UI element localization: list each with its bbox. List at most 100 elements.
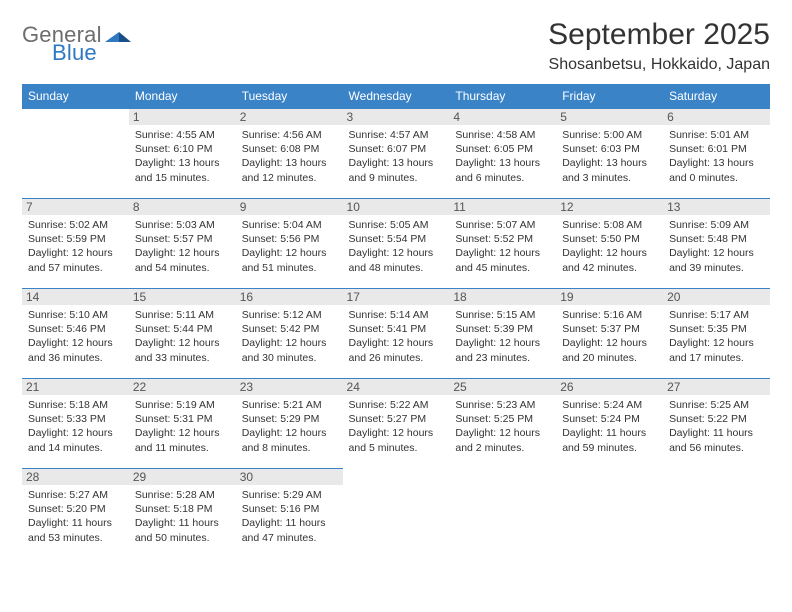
calendar-cell: 15 Sunrise: 5:11 AMSunset: 5:44 PMDayligh… <box>129 288 236 378</box>
daylight-line: Daylight: 11 hours and 50 minutes. <box>135 516 230 544</box>
day-info: Sunrise: 5:29 AMSunset: 5:16 PMDaylight:… <box>242 488 337 545</box>
sunrise-line: Sunrise: 5:07 AM <box>455 218 550 232</box>
day-info: Sunrise: 5:11 AMSunset: 5:44 PMDaylight:… <box>135 308 230 365</box>
day-info: Sunrise: 5:23 AMSunset: 5:25 PMDaylight:… <box>455 398 550 455</box>
calendar-week-row: 14Sunrise: 5:10 AMSunset: 5:46 PMDayligh… <box>22 288 770 378</box>
sunset-line: Sunset: 5:16 PM <box>242 502 337 516</box>
calendar-cell: 12Sunrise: 5:08 AMSunset: 5:50 PMDayligh… <box>556 198 663 288</box>
daylight-line: Daylight: 12 hours and 45 minutes. <box>455 246 550 274</box>
day-number: 19 <box>556 289 663 305</box>
weekday-header: Monday <box>129 84 236 108</box>
sunrise-line: Sunrise: 5:02 AM <box>28 218 123 232</box>
sunset-line: Sunset: 5:18 PM <box>135 502 230 516</box>
calendar-cell: 23Sunrise: 5:21 AMSunset: 5:29 PMDayligh… <box>236 378 343 468</box>
daylight-line: Daylight: 12 hours and 57 minutes. <box>28 246 123 274</box>
daylight-line: Daylight: 11 hours and 56 minutes. <box>669 426 764 454</box>
daylight-line: Daylight: 12 hours and 23 minutes. <box>455 336 550 364</box>
sunset-line: Sunset: 6:01 PM <box>669 142 764 156</box>
calendar-cell: 3Sunrise: 4:57 AMSunset: 6:07 PMDaylight… <box>343 108 450 198</box>
sunrise-line: Sunrise: 5:23 AM <box>455 398 550 412</box>
sunrise-line: Sunrise: 4:58 AM <box>455 128 550 142</box>
day-number: 15 <box>129 289 236 305</box>
weekday-header-row: Sunday Monday Tuesday Wednesday Thursday… <box>22 84 770 108</box>
day-info: Sunrise: 5:09 AMSunset: 5:48 PMDaylight:… <box>669 218 764 275</box>
day-number: 26 <box>556 379 663 395</box>
daylight-line: Daylight: 12 hours and 17 minutes. <box>669 336 764 364</box>
sunset-line: Sunset: 5:35 PM <box>669 322 764 336</box>
sunset-line: Sunset: 5:33 PM <box>28 412 123 426</box>
day-info: Sunrise: 5:18 AMSunset: 5:33 PMDaylight:… <box>28 398 123 455</box>
calendar-cell: 16Sunrise: 5:12 AMSunset: 5:42 PMDayligh… <box>236 288 343 378</box>
day-info: Sunrise: 5:24 AMSunset: 5:24 PMDaylight:… <box>562 398 657 455</box>
daylight-line: Daylight: 13 hours and 3 minutes. <box>562 156 657 184</box>
day-info: Sunrise: 4:56 AMSunset: 6:08 PMDaylight:… <box>242 128 337 185</box>
day-number: 13 <box>663 199 770 215</box>
daylight-line: Daylight: 12 hours and 39 minutes. <box>669 246 764 274</box>
weekday-header: Thursday <box>449 84 556 108</box>
day-info: Sunrise: 5:21 AMSunset: 5:29 PMDaylight:… <box>242 398 337 455</box>
weekday-header: Friday <box>556 84 663 108</box>
weekday-header: Sunday <box>22 84 129 108</box>
daylight-line: Daylight: 13 hours and 12 minutes. <box>242 156 337 184</box>
calendar-cell: 1Sunrise: 4:55 AMSunset: 6:10 PMDaylight… <box>129 108 236 198</box>
daylight-line: Daylight: 12 hours and 30 minutes. <box>242 336 337 364</box>
day-info: Sunrise: 4:57 AMSunset: 6:07 PMDaylight:… <box>349 128 444 185</box>
sunrise-line: Sunrise: 5:10 AM <box>28 308 123 322</box>
day-number: 9 <box>236 199 343 215</box>
calendar-cell: 10 Sunrise: 5:05 AMSunset: 5:54 PMDayligh… <box>343 198 450 288</box>
daylight-line: Daylight: 12 hours and 51 minutes. <box>242 246 337 274</box>
calendar-cell: 8Sunrise: 5:03 AMSunset: 5:57 PMDaylight… <box>129 198 236 288</box>
daylight-line: Daylight: 12 hours and 20 minutes. <box>562 336 657 364</box>
sunrise-line: Sunrise: 5:16 AM <box>562 308 657 322</box>
daylight-line: Daylight: 12 hours and 48 minutes. <box>349 246 444 274</box>
day-info: Sunrise: 5:04 AMSunset: 5:56 PMDaylight:… <box>242 218 337 275</box>
day-info: Sunrise: 5:14 AMSunset: 5:41 PMDaylight:… <box>349 308 444 365</box>
day-info: Sunrise: 5:17 AMSunset: 5:35 PMDaylight:… <box>669 308 764 365</box>
day-info: Sunrise: 5:05 AMSunset: 5:54 PMDaylight:… <box>349 218 444 275</box>
day-number: 30 <box>236 469 343 485</box>
day-info: Sunrise: 5:07 AMSunset: 5:52 PMDaylight:… <box>455 218 550 275</box>
sunrise-line: Sunrise: 5:24 AM <box>562 398 657 412</box>
sunset-line: Sunset: 6:10 PM <box>135 142 230 156</box>
day-number: 25 <box>449 379 556 395</box>
sunset-line: Sunset: 5:24 PM <box>562 412 657 426</box>
sunset-line: Sunset: 5:37 PM <box>562 322 657 336</box>
calendar-week-row: 7Sunrise: 5:02 AMSunset: 5:59 PMDaylight… <box>22 198 770 288</box>
day-number: 12 <box>556 199 663 215</box>
daylight-line: Daylight: 12 hours and 33 minutes. <box>135 336 230 364</box>
sunrise-line: Sunrise: 5:18 AM <box>28 398 123 412</box>
sunrise-line: Sunrise: 5:01 AM <box>669 128 764 142</box>
day-info: Sunrise: 5:27 AMSunset: 5:20 PMDaylight:… <box>28 488 123 545</box>
day-info: Sunrise: 5:10 AMSunset: 5:46 PMDaylight:… <box>28 308 123 365</box>
daylight-line: Daylight: 13 hours and 6 minutes. <box>455 156 550 184</box>
sunrise-line: Sunrise: 5:25 AM <box>669 398 764 412</box>
day-number: 20 <box>663 289 770 305</box>
calendar-cell <box>22 108 129 198</box>
calendar-cell: 18Sunrise: 5:15 AMSunset: 5:39 PMDayligh… <box>449 288 556 378</box>
sunrise-line: Sunrise: 5:21 AM <box>242 398 337 412</box>
day-number: 10 <box>343 199 450 215</box>
day-number: 22 <box>129 379 236 395</box>
calendar-cell: 21Sunrise: 5:18 AMSunset: 5:33 PMDayligh… <box>22 378 129 468</box>
sunset-line: Sunset: 5:56 PM <box>242 232 337 246</box>
daylight-line: Daylight: 12 hours and 26 minutes. <box>349 336 444 364</box>
daylight-line: Daylight: 12 hours and 2 minutes. <box>455 426 550 454</box>
day-number: 28 <box>22 469 129 485</box>
daylight-line: Daylight: 12 hours and 8 minutes. <box>242 426 337 454</box>
day-number: 24 <box>343 379 450 395</box>
calendar-week-row: 21Sunrise: 5:18 AMSunset: 5:33 PMDayligh… <box>22 378 770 468</box>
sunrise-line: Sunrise: 5:15 AM <box>455 308 550 322</box>
sunset-line: Sunset: 6:07 PM <box>349 142 444 156</box>
sunset-line: Sunset: 6:05 PM <box>455 142 550 156</box>
sunset-line: Sunset: 5:39 PM <box>455 322 550 336</box>
sunset-line: Sunset: 5:42 PM <box>242 322 337 336</box>
calendar-cell: 24Sunrise: 5:22 AMSunset: 5:27 PMDayligh… <box>343 378 450 468</box>
day-info: Sunrise: 5:03 AMSunset: 5:57 PMDaylight:… <box>135 218 230 275</box>
daylight-line: Daylight: 12 hours and 5 minutes. <box>349 426 444 454</box>
sunrise-line: Sunrise: 5:04 AM <box>242 218 337 232</box>
sunrise-line: Sunrise: 5:08 AM <box>562 218 657 232</box>
calendar-cell: 25 Sunrise: 5:23 AMSunset: 5:25 PMDayligh… <box>449 378 556 468</box>
daylight-line: Daylight: 12 hours and 36 minutes. <box>28 336 123 364</box>
month-title: September 2025 <box>548 18 770 52</box>
day-number: 7 <box>22 199 129 215</box>
